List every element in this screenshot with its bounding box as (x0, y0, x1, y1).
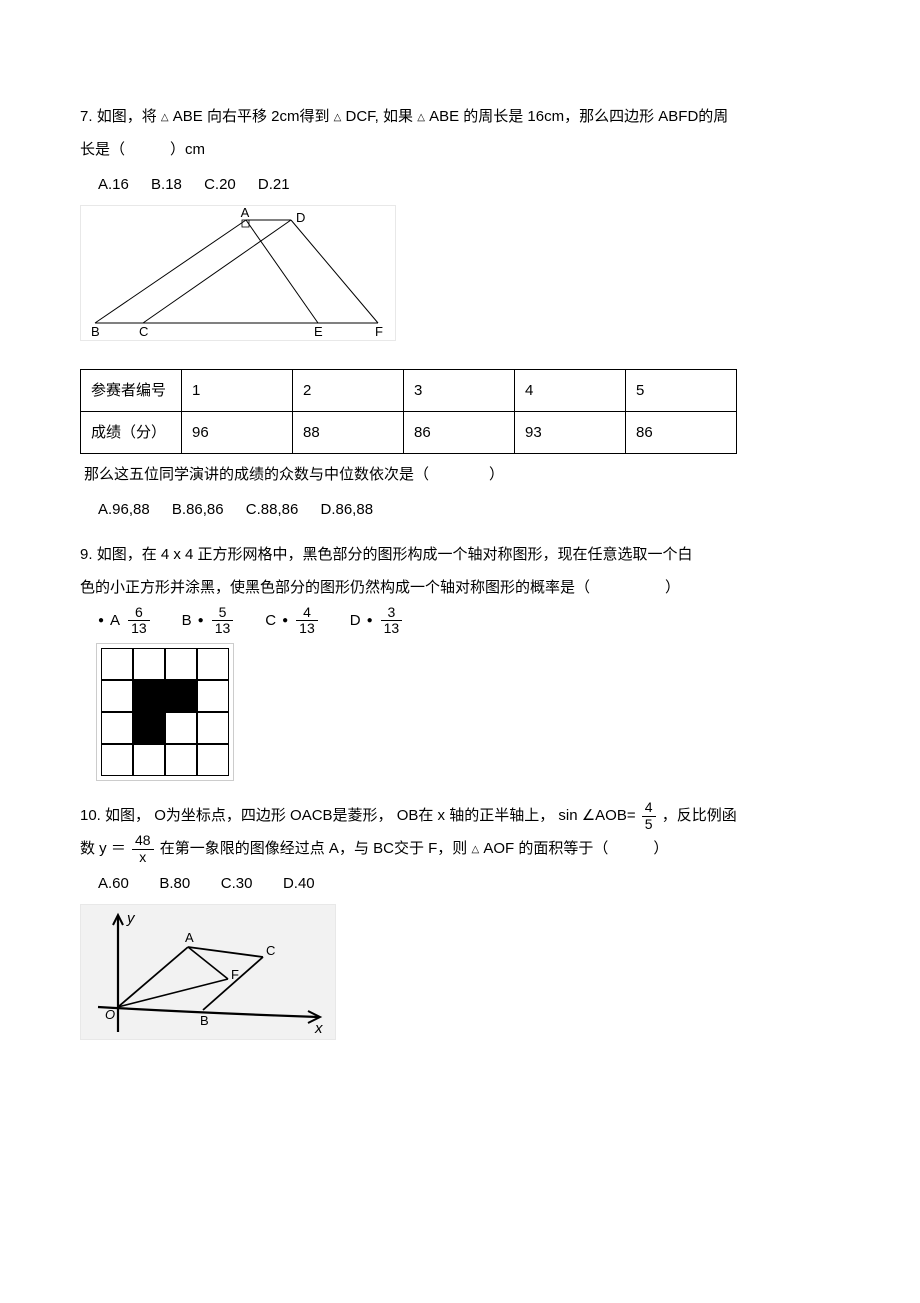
label-f: F (375, 324, 383, 338)
q7-option-b: B.18 (151, 176, 182, 193)
table-cell: 1 (182, 370, 293, 412)
label-a: A (185, 930, 194, 945)
q7-text: 7. 如图，将 △ ABE 向右平移 2cm得到 △ DCF, 如果 △ ABE… (80, 100, 850, 133)
question-7: 7. 如图，将 △ ABE 向右平移 2cm得到 △ DCF, 如果 △ ABE… (80, 100, 850, 357)
q8-options: A.96,88 B.86,86 C.88,86 D.86,88 (80, 493, 850, 526)
q7-line2: 长是（ ）cm (80, 133, 850, 166)
table-cell: 4 (515, 370, 626, 412)
q9-option-a: ●A 613 (98, 604, 152, 637)
q10-number: 10. (80, 807, 101, 824)
table-cell: 96 (182, 412, 293, 454)
q7-option-a: A.16 (98, 176, 129, 193)
table-cell: 86 (626, 412, 737, 454)
table-cell: 93 (515, 412, 626, 454)
label-c: C (266, 943, 275, 958)
q8-option-a: A.96,88 (98, 501, 150, 518)
q9-options: ●A 613 B ● 513 C ● 413 D ● 313 (80, 604, 850, 637)
q7-number: 7. (80, 108, 93, 125)
q8-option-d: D.86,88 (321, 501, 374, 518)
q7-option-c: C.20 (204, 176, 236, 193)
triangle-icon: △ (161, 112, 169, 123)
label-x: x (314, 1020, 323, 1037)
q10-figure: y x O A C F B (80, 904, 336, 1040)
table-row: 参赛者编号 1 2 3 4 5 (81, 370, 737, 412)
q8-table: 参赛者编号 1 2 3 4 5 成绩（分） 96 88 86 93 86 (80, 369, 737, 454)
label-c: C (139, 324, 148, 338)
table-cell: 5 (626, 370, 737, 412)
label-o: O (105, 1007, 115, 1022)
label-f: F (231, 967, 239, 982)
table-cell: 2 (293, 370, 404, 412)
triangle-icon: △ (334, 112, 342, 123)
q9-option-d: D ● 313 (350, 604, 404, 637)
q9-line1: 9. 如图，在 4 x 4 正方形网格中，黑色部分的图形构成一个轴对称图形，现在… (80, 538, 850, 571)
q7-options: A.16 B.18 C.20 D.21 (80, 168, 850, 201)
q9-option-b: B ● 513 (182, 604, 236, 637)
label-a: A (241, 208, 250, 220)
q8-text: 那么这五位同学演讲的成绩的众数与中位数依次是（ ） (80, 458, 850, 491)
q9-number: 9. (80, 546, 93, 563)
q8-option-c: C.88,86 (246, 501, 299, 518)
q10-option-d: D.40 (283, 875, 315, 892)
q10-line1: 10. 如图， O为坐标点，四边形 OACB是菱形， OB在 x 轴的正半轴上，… (80, 799, 850, 832)
q10-option-a: A.60 (98, 875, 129, 892)
label-b: B (91, 324, 100, 338)
question-9: 9. 如图，在 4 x 4 正方形网格中，黑色部分的图形构成一个轴对称图形，现在… (80, 538, 850, 781)
table-cell: 3 (404, 370, 515, 412)
table-cell: 成绩（分） (81, 412, 182, 454)
q8-option-b: B.86,86 (172, 501, 224, 518)
label-d: D (296, 210, 305, 225)
q10-option-c: C.30 (221, 875, 253, 892)
question-10: 10. 如图， O为坐标点，四边形 OACB是菱形， OB在 x 轴的正半轴上，… (80, 799, 850, 1056)
label-b: B (200, 1013, 209, 1028)
q9-option-c: C ● 413 (265, 604, 319, 637)
q9-figure (96, 643, 234, 781)
table-cell: 86 (404, 412, 515, 454)
triangle-icon: △ (417, 112, 425, 123)
q10-line2: 数 y ＝ 48x 在第一象限的图像经过点 A，与 BC交于 F，则 △ AOF… (80, 832, 850, 865)
q7-option-d: D.21 (258, 176, 290, 193)
q10-option-b: B.80 (159, 875, 190, 892)
table-cell: 88 (293, 412, 404, 454)
table-row: 成绩（分） 96 88 86 93 86 (81, 412, 737, 454)
q9-line2: 色的小正方形并涂黑，使黑色部分的图形仍然构成一个轴对称图形的概率是（ ） (80, 571, 850, 604)
table-cell: 参赛者编号 (81, 370, 182, 412)
label-e: E (314, 324, 323, 338)
q7-figure: A D B C E F (80, 205, 396, 341)
question-8: 参赛者编号 1 2 3 4 5 成绩（分） 96 88 86 93 86 那么这… (80, 369, 850, 526)
q10-options: A.60 B.80 C.30 D.40 (80, 867, 850, 900)
triangle-icon: △ (471, 844, 479, 855)
